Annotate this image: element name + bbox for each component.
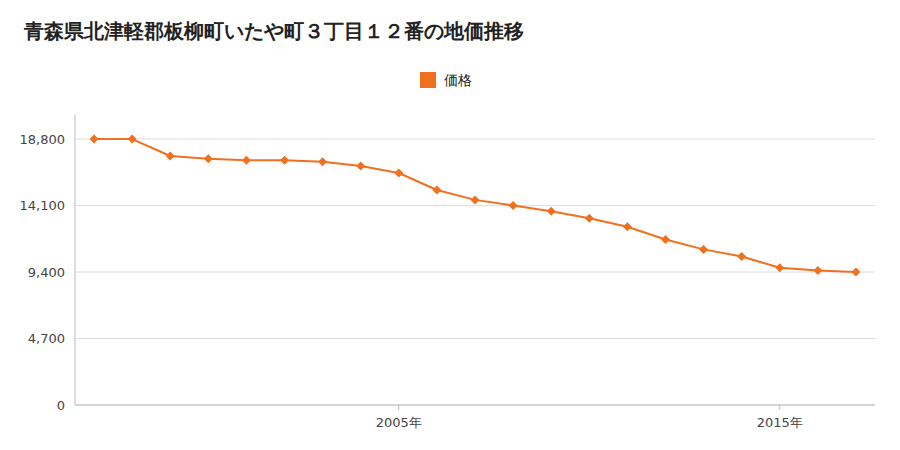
legend: 価格 (420, 72, 472, 88)
data-point (204, 154, 213, 163)
legend-swatch (420, 72, 436, 88)
y-tick-label: 14,100 (20, 198, 66, 213)
y-tick-label: 18,800 (20, 132, 66, 147)
data-point (471, 195, 480, 204)
data-point (851, 268, 860, 277)
data-point (813, 266, 822, 275)
grid-line (75, 405, 875, 406)
y-tick-label: 9,400 (28, 265, 65, 280)
chart-container: 青森県北津軽郡板柳町いたや町３丁目１２番の地価推移 0 4,700 9,400 14,1… (0, 0, 900, 450)
grid-line (75, 338, 875, 339)
data-point (585, 214, 594, 223)
data-point (394, 169, 403, 178)
data-point (242, 156, 251, 165)
data-point (90, 135, 99, 144)
x-axis-line (75, 405, 875, 406)
data-point (356, 161, 365, 170)
data-point (699, 245, 708, 254)
data-point (661, 235, 670, 244)
y-tick-label: 4,700 (28, 331, 65, 346)
data-point (737, 252, 746, 261)
data-point (547, 207, 556, 216)
x-tick (398, 405, 399, 410)
data-point (509, 201, 518, 210)
data-point (432, 185, 441, 194)
legend-label: 価格 (444, 72, 472, 88)
x-tick (779, 405, 780, 410)
data-point (128, 135, 137, 144)
y-tick-label: 0 (57, 398, 65, 413)
x-tick-label: 2015年 (757, 415, 803, 430)
chart-svg: 青森県北津軽郡板柳町いたや町３丁目１２番の地価推移 0 4,700 9,400 14,1… (0, 0, 900, 450)
data-point (166, 152, 175, 161)
data-point (318, 157, 327, 166)
data-point (280, 156, 289, 165)
data-point (775, 263, 784, 272)
grid-line (75, 272, 875, 273)
y-axis-line (75, 115, 76, 405)
x-tick-label: 2005年 (376, 415, 422, 430)
grid-line (75, 205, 875, 206)
axes: 0 4,700 9,400 14,100 18,800 2005年 2015年 (20, 115, 876, 430)
chart-title: 青森県北津軽郡板柳町いたや町３丁目１２番の地価推移 (23, 19, 524, 43)
series-line (94, 139, 856, 272)
data-point (623, 222, 632, 231)
grid-line (75, 139, 875, 140)
plot-area (90, 135, 861, 277)
